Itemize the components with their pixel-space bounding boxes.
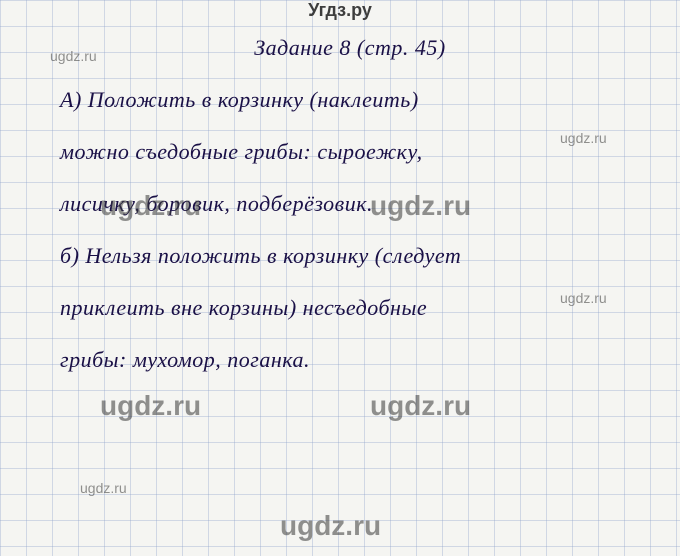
watermark-big: ugdz.ru <box>370 390 471 422</box>
watermark-big: ugdz.ru <box>370 190 471 222</box>
watermark-big: ugdz.ru <box>100 390 201 422</box>
task-title: Задание 8 (стр. 45) <box>60 22 640 74</box>
handwriting-line: можно съедобные грибы: сыроежку, <box>60 126 640 178</box>
watermark-big: ugdz.ru <box>100 190 201 222</box>
handwriting-line: б) Нельзя положить в корзинку (следует <box>60 230 640 282</box>
watermark-small: ugdz.ru <box>560 130 607 146</box>
notebook-page: Угдз.ру Задание 8 (стр. 45) А) Положить … <box>0 0 680 556</box>
handwriting-line: приклеить вне корзины) несъедобные <box>60 282 640 334</box>
watermark-big: ugdz.ru <box>280 510 381 542</box>
handwriting-line: грибы: мухомор, поганка. <box>60 334 640 386</box>
handwriting-line: А) Положить в корзинку (наклеить) <box>60 74 640 126</box>
watermark-small: ugdz.ru <box>80 480 127 496</box>
watermark-small: ugdz.ru <box>50 48 97 64</box>
watermark-small: ugdz.ru <box>560 290 607 306</box>
site-header: Угдз.ру <box>0 0 680 21</box>
